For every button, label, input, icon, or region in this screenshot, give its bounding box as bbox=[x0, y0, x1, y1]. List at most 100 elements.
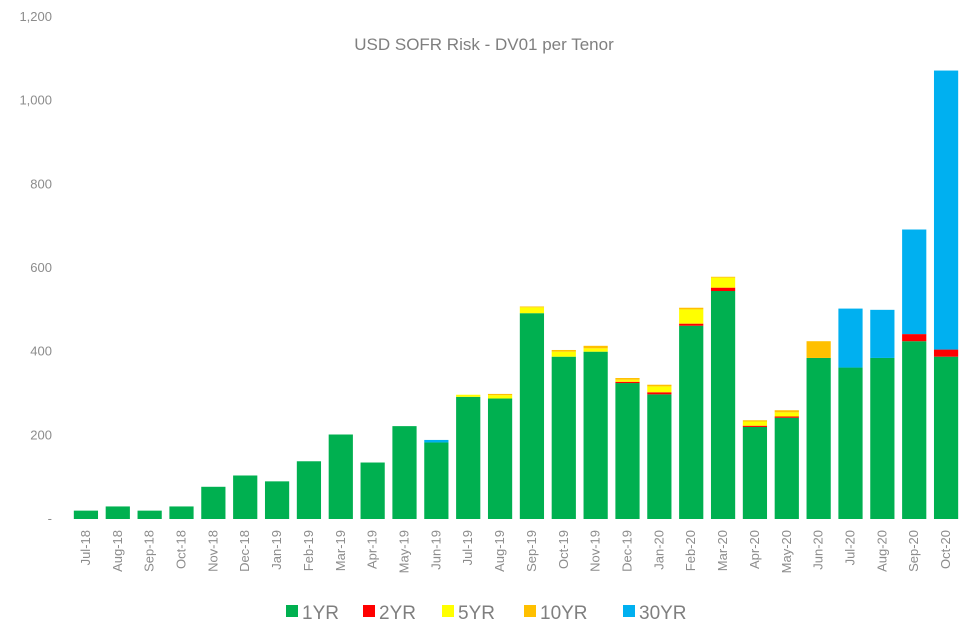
bar-1YR-Oct-19 bbox=[551, 356, 576, 519]
bar-1YR-Jul-20 bbox=[838, 367, 863, 519]
bar-5YR-May-20 bbox=[774, 412, 799, 417]
y-tick-label: - bbox=[48, 511, 52, 526]
x-tick-label: Nov-18 bbox=[205, 530, 220, 572]
bar-stack-Apr-19 bbox=[360, 462, 385, 519]
bar-stack-Oct-18 bbox=[169, 506, 194, 519]
legend-swatch bbox=[524, 605, 536, 617]
x-tick-label: Jan-19 bbox=[269, 530, 284, 570]
bar-1YR-Feb-19 bbox=[296, 461, 322, 519]
bar-stack-Feb-19 bbox=[296, 461, 322, 519]
x-tick-label: Jul-18 bbox=[78, 530, 93, 565]
bar-stack-Jun-19 bbox=[424, 439, 449, 519]
bar-stack-Dec-19 bbox=[615, 378, 640, 519]
bar-stack-Dec-18 bbox=[233, 475, 258, 519]
bar-2YR-Dec-19 bbox=[615, 381, 640, 384]
bar-10YR-Apr-20 bbox=[742, 420, 768, 422]
bar-1YR-Aug-20 bbox=[870, 357, 895, 519]
x-tick-label: Oct-20 bbox=[938, 530, 953, 569]
bar-stack-Nov-19 bbox=[583, 345, 608, 519]
x-tick-label: Feb-20 bbox=[683, 530, 698, 571]
y-tick-label: 200 bbox=[30, 427, 52, 442]
bar-stack-Jul-20 bbox=[838, 308, 863, 519]
legend-swatch bbox=[363, 605, 375, 617]
legend-swatch bbox=[286, 605, 298, 617]
bar-2YR-May-20 bbox=[774, 416, 799, 418]
bar-1YR-Jun-20 bbox=[806, 357, 831, 519]
x-tick-label: Jul-19 bbox=[460, 530, 475, 565]
x-tick-label: Nov-19 bbox=[588, 530, 603, 572]
x-tick-label: Apr-19 bbox=[365, 530, 380, 569]
x-tick-label: Jul-20 bbox=[843, 530, 858, 565]
bar-5YR-Jul-19 bbox=[456, 394, 481, 397]
bar-10YR-Mar-20 bbox=[710, 276, 736, 278]
legend-label: 1YR bbox=[302, 603, 339, 624]
legend-swatch bbox=[623, 605, 635, 617]
bar-10YR-Jan-20 bbox=[647, 384, 672, 387]
bar-1YR-Oct-18 bbox=[169, 506, 194, 519]
bar-stack-Oct-20 bbox=[933, 70, 959, 519]
bar-5YR-Aug-19 bbox=[487, 395, 513, 399]
bar-5YR-Oct-19 bbox=[551, 351, 576, 357]
x-tick-label: Jan-20 bbox=[651, 530, 666, 570]
bar-5YR-Feb-20 bbox=[679, 309, 704, 324]
bar-10YR-Feb-20 bbox=[679, 307, 704, 310]
x-tick-label: May-19 bbox=[397, 530, 412, 573]
legend-label: 10YR bbox=[540, 603, 588, 624]
bar-10YR-Jun-20 bbox=[806, 341, 831, 358]
bar-10YR-Sep-19 bbox=[519, 306, 545, 308]
legend-item-2YR: 2YR bbox=[363, 603, 416, 624]
bar-5YR-Mar-20 bbox=[710, 277, 736, 288]
y-tick-label: 800 bbox=[30, 176, 52, 191]
legend-item-1YR: 1YR bbox=[286, 603, 339, 624]
legend-item-30YR: 30YR bbox=[623, 603, 687, 624]
bar-30YR-Aug-20 bbox=[870, 309, 895, 358]
bar-1YR-Sep-20 bbox=[902, 341, 927, 519]
bar-1YR-Sep-18 bbox=[137, 510, 162, 519]
bar-5YR-Jan-20 bbox=[647, 386, 672, 393]
x-tick-label: Aug-18 bbox=[110, 530, 125, 572]
y-tick-label: 1,200 bbox=[19, 9, 52, 24]
bar-1YR-Nov-19 bbox=[583, 351, 608, 519]
x-tick-label: Oct-19 bbox=[556, 530, 571, 569]
legend-label: 2YR bbox=[379, 603, 416, 624]
y-tick-label: 600 bbox=[30, 260, 52, 275]
bar-5YR-Sep-19 bbox=[519, 307, 545, 314]
x-tick-label: Dec-18 bbox=[237, 530, 252, 572]
bar-1YR-Dec-18 bbox=[233, 475, 258, 519]
x-tick-label: Mar-19 bbox=[333, 530, 348, 571]
y-axis: - 200 400 600 800 1,000 1,200 bbox=[19, 9, 52, 526]
bar-stack-Sep-19 bbox=[519, 306, 545, 519]
bar-10YR-May-20 bbox=[774, 410, 799, 413]
bar-stack-Sep-18 bbox=[137, 510, 162, 519]
bar-1YR-Aug-19 bbox=[487, 398, 513, 519]
bar-10YR-Oct-19 bbox=[551, 349, 576, 352]
x-tick-label: Feb-19 bbox=[301, 530, 316, 571]
legend: 1YR 2YR 5YR 10YR 30YR bbox=[286, 603, 687, 624]
x-tick-label: Jun-20 bbox=[811, 530, 826, 570]
x-axis: Jul-18 Aug-18 Sep-18 Oct-18 Nov-18 Dec-18 Jan-… bbox=[78, 530, 953, 573]
bar-1YR-May-20 bbox=[774, 417, 799, 519]
bar-2YR-Mar-20 bbox=[710, 287, 736, 292]
bar-1YR-Sep-19 bbox=[519, 313, 545, 519]
legend-item-10YR: 10YR bbox=[524, 603, 588, 624]
bar-stack-Sep-20 bbox=[902, 229, 927, 519]
x-tick-label: Dec-19 bbox=[620, 530, 635, 572]
x-tick-label: Aug-19 bbox=[492, 530, 507, 572]
x-tick-label: Sep-19 bbox=[524, 530, 539, 572]
bar-1YR-Jul-18 bbox=[73, 510, 99, 519]
bar-1YR-Mar-20 bbox=[710, 291, 736, 519]
bar-2YR-Oct-20 bbox=[933, 349, 959, 357]
x-tick-label: Sep-20 bbox=[906, 530, 921, 572]
bar-2YR-Sep-20 bbox=[902, 334, 927, 342]
chart-title: USD SOFR Risk - DV01 per Tenor bbox=[354, 35, 614, 54]
bar-2YR-Apr-20 bbox=[742, 425, 768, 427]
bar-1YR-Jul-19 bbox=[456, 396, 481, 519]
legend-label: 30YR bbox=[639, 603, 687, 624]
bar-10YR-Aug-19 bbox=[487, 393, 513, 396]
bar-stack-Nov-18 bbox=[201, 486, 226, 519]
bar-1YR-May-19 bbox=[392, 426, 417, 519]
bar-1YR-Apr-20 bbox=[742, 426, 768, 519]
bar-stack-Feb-20 bbox=[679, 307, 704, 519]
bar-stack-Apr-20 bbox=[742, 420, 768, 519]
